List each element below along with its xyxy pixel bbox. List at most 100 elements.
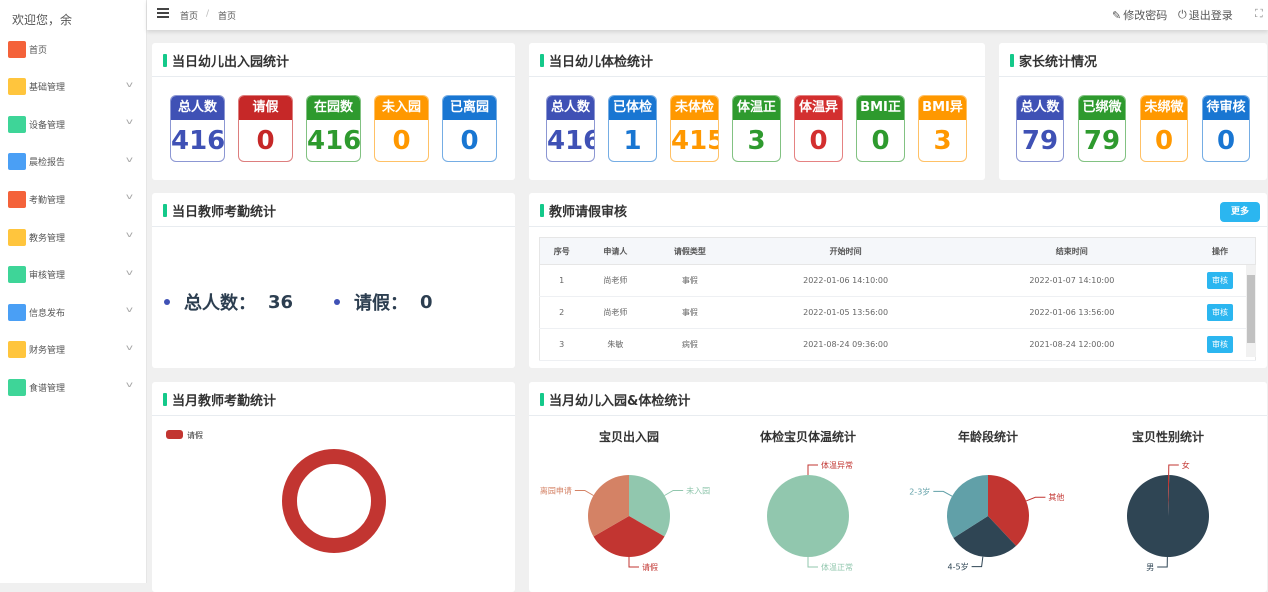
audit-icon <box>8 266 26 284</box>
column-header: 开始时间 <box>732 237 959 265</box>
stat-value: 416 <box>171 126 225 156</box>
scrollbar-thumb[interactable] <box>1247 275 1255 343</box>
stat-value: 0 <box>871 126 890 156</box>
stat-label: 请假 <box>239 96 292 120</box>
breadcrumb-separator: / <box>206 9 210 19</box>
label-line <box>933 490 953 497</box>
slice-label: 体温正常 <box>821 562 853 572</box>
sidebar-item-5[interactable]: 教务管理 v <box>8 227 136 247</box>
pie-slice <box>767 475 849 557</box>
chevron-down-icon: v <box>126 79 134 89</box>
sidebar-item-2[interactable]: 设备管理 v <box>8 114 136 134</box>
slice-label: 未入园 <box>686 486 710 496</box>
menu-toggle-icon[interactable] <box>157 8 169 18</box>
stat-box: BMI异 3 <box>918 95 967 162</box>
sidebar-item-label: 考勤管理 <box>29 195 66 206</box>
table-cell: 朱敏 <box>583 328 648 361</box>
table-cell: 尚老师 <box>583 264 648 297</box>
stat-value: 3 <box>933 126 952 156</box>
sidebar-item-7[interactable]: 信息发布 v <box>8 302 136 322</box>
stat-box: 总人数 79 <box>1016 95 1064 162</box>
stat-value: 1 <box>623 126 642 156</box>
audit-button[interactable]: 审核 <box>1206 336 1233 353</box>
slice-label: 2-3岁 <box>909 486 930 496</box>
stat-box: 已绑微 79 <box>1078 95 1126 162</box>
logout-link[interactable]: ⏻ 退出登录 <box>1178 7 1233 23</box>
table-cell: 2021-08-24 12:00:00 <box>958 328 1185 361</box>
label-line <box>971 556 984 568</box>
card-title: 当日教师考勤统计 <box>152 193 515 227</box>
document-box-icon <box>8 78 26 96</box>
pie-title: 年龄段统计 <box>957 430 1019 444</box>
leave-review-card: 教师请假审核 更多 序号 申请人 请假类型 开始时间 结束时间 操作 1 尚老师 事假 2022-… <box>529 193 1267 368</box>
teacher-leave: 请假： 0 <box>334 289 433 315</box>
label-line <box>1168 464 1179 476</box>
sidebar-item-9[interactable]: 食谱管理 v <box>8 377 136 397</box>
table-cell: 1 <box>539 264 584 297</box>
label-line <box>1025 496 1046 502</box>
sidebar-item-6[interactable]: 审核管理 v <box>8 265 136 285</box>
change-password-link[interactable]: ✎ 修改密码 <box>1112 7 1167 23</box>
slice-label: 离园申请 <box>540 486 572 496</box>
kids-health-card: 当日幼儿体检统计 总人数416已体检1未体检415体温正3体温异0BMI正0BM… <box>529 43 985 180</box>
column-header: 申请人 <box>583 237 648 265</box>
stat-label: 在园数 <box>307 96 360 120</box>
stat-label: 未绑微 <box>1141 96 1187 120</box>
table-cell: 尚老师 <box>583 296 648 329</box>
sidebar-item-label: 教务管理 <box>29 233 66 244</box>
sidebar-item-4[interactable]: 考勤管理 v <box>8 189 136 209</box>
breadcrumb-current: 首页 <box>218 12 237 22</box>
stat-box: 未入园 0 <box>374 95 429 162</box>
more-button[interactable]: 更多 <box>1220 202 1260 222</box>
message-icon <box>8 303 26 321</box>
briefcase-icon <box>8 228 26 246</box>
sidebar-item-1[interactable]: 基础管理 v <box>8 77 136 97</box>
breadcrumb-home[interactable]: 首页 <box>180 12 199 22</box>
audit-button[interactable]: 审核 <box>1206 272 1233 289</box>
chevron-down-icon: v <box>126 267 134 277</box>
audit-button[interactable]: 审核 <box>1206 304 1233 321</box>
chevron-down-icon: v <box>126 230 134 239</box>
stat-box: 总人数 416 <box>170 95 225 162</box>
table-scrollbar[interactable] <box>1246 265 1256 357</box>
table-cell: 事假 <box>647 296 733 329</box>
chevron-down-icon: v <box>126 305 134 315</box>
label-line <box>807 557 818 568</box>
stat-label: 已体检 <box>609 96 656 120</box>
stat-value: 0 <box>460 126 479 156</box>
chevron-down-icon: v <box>126 154 134 164</box>
card-title: 家长统计情况 <box>999 43 1267 77</box>
sidebar-item-label: 食谱管理 <box>29 383 66 394</box>
sidebar: 欢迎您，余 首页 基础管理 v 设备管理 v 晨检报告 v 考勤管理 v 教务管理 v 审核管理 v 信息… <box>0 0 147 583</box>
sidebar-item-label: 审核管理 <box>29 271 66 282</box>
stat-box: 总人数 416 <box>546 95 595 162</box>
stat-value: 0 <box>809 126 828 156</box>
total-value: 36 <box>268 291 294 313</box>
fullscreen-icon[interactable]: ⛶ <box>1255 7 1263 20</box>
table-cell: 2022-01-07 14:10:00 <box>958 264 1185 297</box>
sidebar-item-3[interactable]: 晨检报告 v <box>8 152 136 172</box>
stat-value: 0 <box>392 126 411 156</box>
table-cell: 2022-01-05 13:56:00 <box>732 296 959 329</box>
sidebar-item-8[interactable]: 财务管理 v <box>8 340 136 360</box>
logout-label: 退出登录 <box>1188 9 1233 22</box>
sidebar-item-0[interactable]: 首页 <box>8 39 136 59</box>
chevron-down-icon: v <box>126 342 134 352</box>
calendar-check-icon <box>8 190 26 208</box>
table-cell: 3 <box>539 328 584 361</box>
stat-label: 已绑微 <box>1079 96 1125 120</box>
column-header: 操作 <box>1184 237 1256 265</box>
top-header: 首页 / 首页 ✎ 修改密码 ⏻ 退出登录 ⛶ <box>147 0 1268 30</box>
sidebar-item-label: 基础管理 <box>29 83 66 94</box>
stat-value: 0 <box>1216 126 1236 156</box>
slice-label: 体温异常 <box>821 460 853 470</box>
leave-value: 0 <box>420 291 433 313</box>
slice-label: 女 <box>1182 460 1190 470</box>
table-cell: 2022-01-06 14:10:00 <box>732 264 959 297</box>
column-header: 序号 <box>539 237 584 265</box>
chevron-down-icon: v <box>126 117 134 127</box>
stat-label: 总人数 <box>547 96 594 120</box>
parents-card: 家长统计情况 总人数 79 已绑微 79 未绑微 0 待审核 0 <box>999 43 1267 180</box>
stat-box: 体温异 0 <box>794 95 843 162</box>
